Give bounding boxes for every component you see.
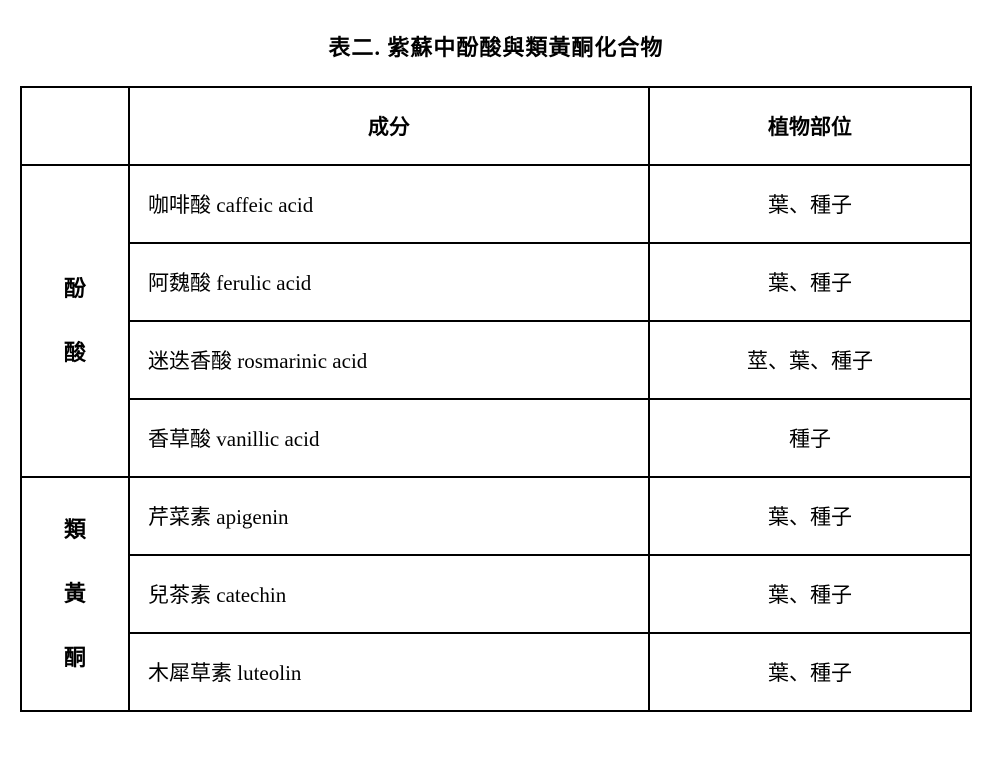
table-row: 香草酸 vanillic acid種子: [21, 399, 971, 477]
table-row: 酚酸咖啡酸 caffeic acid葉、種子: [21, 165, 971, 243]
plant-part-cell: 葉、種子: [649, 633, 971, 711]
group-label-char: 類: [64, 498, 86, 562]
component-cell: 阿魏酸 ferulic acid: [129, 243, 649, 321]
component-cell: 木犀草素 luteolin: [129, 633, 649, 711]
group-label-cell: 類黃酮: [21, 477, 129, 711]
table-caption: 表二. 紫蘇中酚酸與類黃酮化合物: [20, 30, 972, 62]
group-label-char: 酸: [64, 321, 86, 385]
group-label-char: 酮: [64, 626, 86, 690]
compounds-table: 成分 植物部位 酚酸咖啡酸 caffeic acid葉、種子阿魏酸 feruli…: [20, 86, 972, 712]
plant-part-cell: 葉、種子: [649, 243, 971, 321]
table-header-row: 成分 植物部位: [21, 87, 971, 165]
plant-part-cell: 葉、種子: [649, 165, 971, 243]
header-group: [21, 87, 129, 165]
table-row: 阿魏酸 ferulic acid葉、種子: [21, 243, 971, 321]
plant-part-cell: 種子: [649, 399, 971, 477]
plant-part-cell: 莖、葉、種子: [649, 321, 971, 399]
header-plant-part: 植物部位: [649, 87, 971, 165]
header-component: 成分: [129, 87, 649, 165]
plant-part-cell: 葉、種子: [649, 477, 971, 555]
table-body: 酚酸咖啡酸 caffeic acid葉、種子阿魏酸 ferulic acid葉、…: [21, 165, 971, 711]
table-row: 木犀草素 luteolin葉、種子: [21, 633, 971, 711]
table-row: 迷迭香酸 rosmarinic acid莖、葉、種子: [21, 321, 971, 399]
component-cell: 芹菜素 apigenin: [129, 477, 649, 555]
table-row: 兒茶素 catechin葉、種子: [21, 555, 971, 633]
plant-part-cell: 葉、種子: [649, 555, 971, 633]
group-label-cell: 酚酸: [21, 165, 129, 477]
group-label-char: 黃: [64, 562, 86, 626]
group-label-char: 酚: [64, 257, 86, 321]
component-cell: 香草酸 vanillic acid: [129, 399, 649, 477]
component-cell: 咖啡酸 caffeic acid: [129, 165, 649, 243]
component-cell: 兒茶素 catechin: [129, 555, 649, 633]
component-cell: 迷迭香酸 rosmarinic acid: [129, 321, 649, 399]
table-row: 類黃酮芹菜素 apigenin葉、種子: [21, 477, 971, 555]
